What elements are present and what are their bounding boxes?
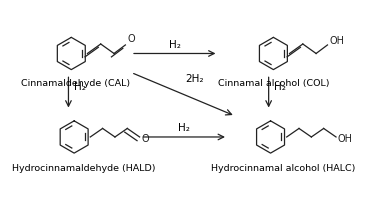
Text: 2H₂: 2H₂ [185,74,204,84]
Text: O: O [127,34,135,44]
Text: OH: OH [338,134,353,144]
Text: H₂: H₂ [74,82,86,92]
Text: Hydrocinnamal alcohol (HALC): Hydrocinnamal alcohol (HALC) [211,164,355,173]
Text: Cinnamal alcohol (COL): Cinnamal alcohol (COL) [217,79,329,88]
Text: O: O [142,134,149,144]
Text: Cinnamaldehyde (CAL): Cinnamaldehyde (CAL) [22,79,130,88]
Text: Hydrocinnamaldehyde (HALD): Hydrocinnamaldehyde (HALD) [12,164,156,173]
Text: H₂: H₂ [178,123,190,133]
Text: H₂: H₂ [274,82,286,92]
Text: H₂: H₂ [169,40,181,50]
Text: OH: OH [329,36,344,46]
